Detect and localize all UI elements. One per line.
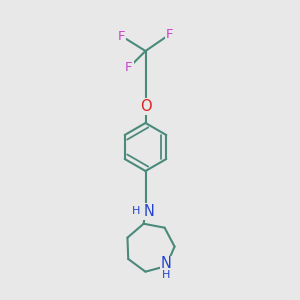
Text: O: O — [140, 99, 151, 114]
Text: F: F — [125, 61, 133, 74]
Text: H: H — [162, 269, 170, 280]
Text: H: H — [132, 206, 141, 217]
Text: F: F — [118, 29, 125, 43]
Text: N: N — [144, 204, 154, 219]
Text: N: N — [160, 256, 172, 271]
Text: F: F — [166, 28, 173, 41]
